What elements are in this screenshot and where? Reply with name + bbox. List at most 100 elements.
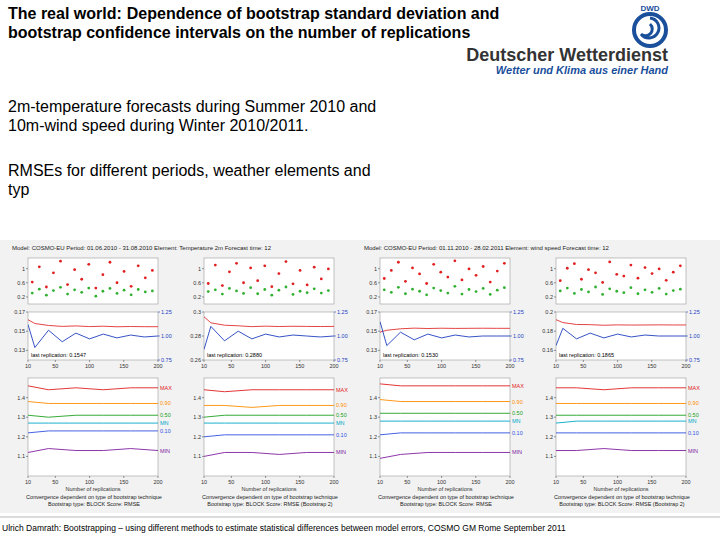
y-tick	[554, 436, 556, 437]
point	[503, 286, 506, 289]
legend-label: MN	[688, 418, 697, 424]
logo-ring	[634, 14, 666, 46]
point	[123, 289, 126, 292]
chart-title: Model: COSMO-EU Period: 01.06.2010 - 31.…	[12, 245, 272, 251]
legend-label: MAX	[512, 383, 524, 389]
logo-abbr: DWD	[640, 4, 659, 13]
point	[461, 293, 464, 296]
annotation: last replication: 0.1530	[383, 352, 438, 358]
point	[80, 291, 83, 294]
point	[559, 279, 562, 282]
point	[320, 292, 323, 295]
footer-rule	[0, 517, 720, 518]
series-line	[28, 449, 158, 453]
legend-label: MIN	[160, 448, 170, 454]
plot-frame	[28, 378, 158, 476]
point	[651, 272, 654, 275]
point	[144, 276, 147, 279]
x-tick	[583, 360, 584, 362]
series-line	[204, 405, 334, 407]
x-tick-label: 200	[505, 479, 514, 485]
x-tick	[204, 360, 205, 362]
series-line	[204, 423, 334, 424]
y-tick-label: 1.3	[193, 414, 201, 420]
x-tick-label: 150	[471, 363, 480, 369]
point	[397, 261, 400, 264]
x-tick	[28, 360, 29, 362]
point	[608, 260, 611, 263]
body-text: typ	[8, 181, 29, 199]
point	[31, 292, 34, 295]
point	[59, 286, 62, 289]
x-tick	[158, 360, 159, 362]
y2-tick	[510, 312, 512, 313]
y-tick-label: 0.13	[14, 347, 25, 353]
y-tick	[378, 331, 380, 332]
y-tick	[378, 296, 380, 297]
y-tick	[202, 436, 204, 437]
y-tick-label: 0.18	[542, 328, 553, 334]
y-tick-label: 0.26	[190, 357, 201, 363]
point	[66, 293, 69, 296]
legend-label: MAX	[160, 385, 172, 391]
series-line	[556, 328, 686, 345]
series-line	[380, 421, 510, 422]
y-tick	[202, 456, 204, 457]
point	[468, 268, 471, 271]
plot-frame	[28, 258, 158, 304]
legend-label: 0.10	[512, 430, 523, 436]
point	[299, 290, 302, 293]
y-tick	[378, 350, 380, 351]
marks	[556, 320, 686, 346]
y-tick-label: 0.6	[17, 280, 25, 286]
y-tick	[202, 417, 204, 418]
point	[622, 275, 625, 278]
point	[580, 278, 583, 281]
marks	[559, 260, 682, 295]
x-tick	[55, 360, 56, 362]
point	[651, 291, 654, 294]
point	[665, 279, 668, 282]
point	[629, 286, 632, 289]
point	[151, 290, 154, 293]
series-line	[28, 431, 158, 433]
point	[658, 287, 661, 290]
y2-tick	[334, 312, 336, 313]
marks	[204, 390, 334, 457]
point	[432, 287, 435, 290]
point	[644, 266, 647, 269]
y-tick	[554, 331, 556, 332]
title-line: Dependence of bootstrap standard deviati…	[127, 5, 500, 22]
point	[109, 287, 112, 290]
y2-tick-label: 1.25	[513, 309, 524, 315]
legend-label: MIN	[336, 449, 346, 455]
point	[116, 281, 119, 284]
point	[73, 268, 76, 271]
point	[573, 262, 576, 265]
point	[615, 290, 618, 293]
x-tick-label: 50	[404, 479, 410, 485]
marks	[556, 388, 686, 451]
title-line: bootstrap confidence intervals on the nu…	[8, 24, 470, 41]
series-line	[204, 326, 334, 349]
series-line	[204, 415, 334, 417]
point	[496, 289, 499, 292]
series-line	[28, 320, 158, 327]
x-axis-label: Number of replications	[593, 486, 648, 492]
series-line	[28, 415, 158, 417]
legend-label: MIN	[512, 449, 522, 455]
point	[80, 278, 83, 281]
point	[637, 292, 640, 295]
caption: Bootstrap type: BLOCK Score: RMSE	[48, 501, 140, 507]
x-tick	[204, 476, 205, 478]
point	[306, 291, 309, 294]
point	[221, 284, 224, 287]
point	[306, 283, 309, 286]
legend-label: 0.10	[688, 430, 699, 436]
point	[489, 281, 492, 284]
legend-label: 0.50	[512, 410, 523, 416]
y-tick-label: 1.2	[369, 434, 377, 440]
y-tick-label: 1	[22, 266, 25, 272]
logo: DWDDeutscher WetterdienstWetter und Klim…	[466, 4, 668, 76]
title-lead: The real world:	[8, 5, 122, 22]
